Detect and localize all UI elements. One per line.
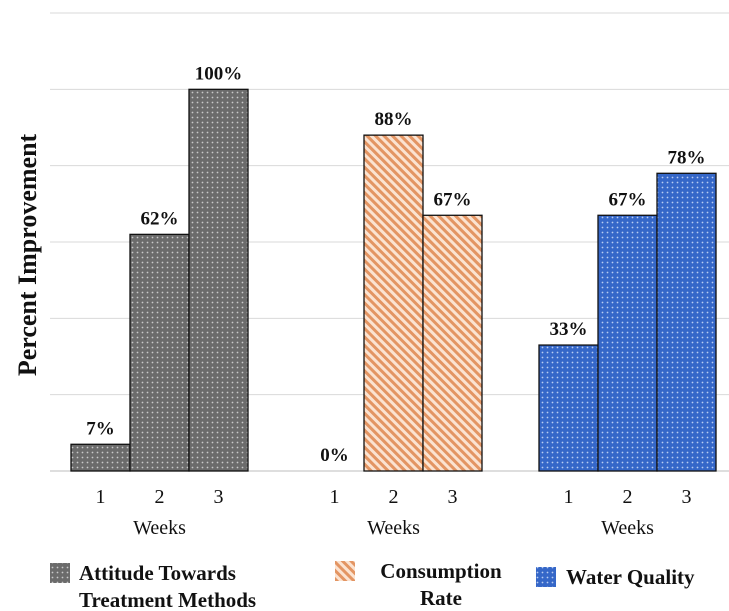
legend: Attitude Towards Treatment Methods Consump… xyxy=(50,559,695,611)
x-tick-g3-3: 3 xyxy=(682,486,692,508)
x-axis-title-g3: Weeks xyxy=(601,517,654,539)
x-axis-title-g1: Weeks xyxy=(133,517,186,539)
data-label-g3-week-3: 78% xyxy=(668,147,706,168)
x-tick-g1-2: 2 xyxy=(155,486,165,508)
bar-g3-week-3 xyxy=(656,172,717,472)
data-label-g1-week-3: 100% xyxy=(195,63,243,84)
data-label-g2-week-3: 67% xyxy=(434,189,472,210)
legend-label-g2-line-2: Rate xyxy=(420,586,462,610)
legend-swatch-g3 xyxy=(536,567,556,587)
bars xyxy=(70,88,717,472)
x-tick-labels: 1 2 3 1 2 3 1 2 3 xyxy=(96,486,692,508)
data-label-g3-week-2: 67% xyxy=(609,189,647,210)
x-axis-titles: Weeks Weeks Weeks xyxy=(133,517,654,539)
x-tick-g3-2: 2 xyxy=(623,486,633,508)
x-tick-g2-3: 3 xyxy=(448,486,458,508)
x-tick-g2-1: 1 xyxy=(330,486,340,508)
x-tick-g1-3: 3 xyxy=(214,486,224,508)
legend-label-g3-line-1: Water Quality xyxy=(566,565,695,589)
data-label-g1-week-1: 7% xyxy=(86,418,115,439)
data-labels: 7% 62% 100% 0% 88% 67% 33% 67% 78% xyxy=(86,63,705,466)
bar-g2-week-2 xyxy=(363,134,424,472)
bar-g3-week-2 xyxy=(597,214,658,472)
data-label-g2-week-1: 0% xyxy=(320,445,349,466)
legend-label-g1-line-2: Treatment Methods xyxy=(79,588,256,611)
x-tick-g3-1: 1 xyxy=(564,486,574,508)
data-label-g1-week-2: 62% xyxy=(141,208,179,229)
data-label-g3-week-1: 33% xyxy=(550,319,588,340)
x-tick-g1-1: 1 xyxy=(96,486,106,508)
legend-swatch-g1 xyxy=(50,563,70,583)
x-axis-title-g2: Weeks xyxy=(367,517,420,539)
legend-label-g2-line-1: Consumption xyxy=(380,559,502,583)
bar-g1-week-1 xyxy=(70,443,131,472)
x-tick-g2-2: 2 xyxy=(389,486,399,508)
bar-g1-week-3 xyxy=(188,88,249,472)
y-axis-label: Percent Improvement xyxy=(13,133,42,376)
bar-g2-week-3 xyxy=(422,214,483,472)
data-label-g2-week-2: 88% xyxy=(375,109,413,130)
legend-swatch-g2 xyxy=(335,561,355,581)
bar-g1-week-2 xyxy=(129,233,190,472)
bar-g3-week-1 xyxy=(538,344,599,472)
legend-label-g1-line-1: Attitude Towards xyxy=(79,561,236,585)
